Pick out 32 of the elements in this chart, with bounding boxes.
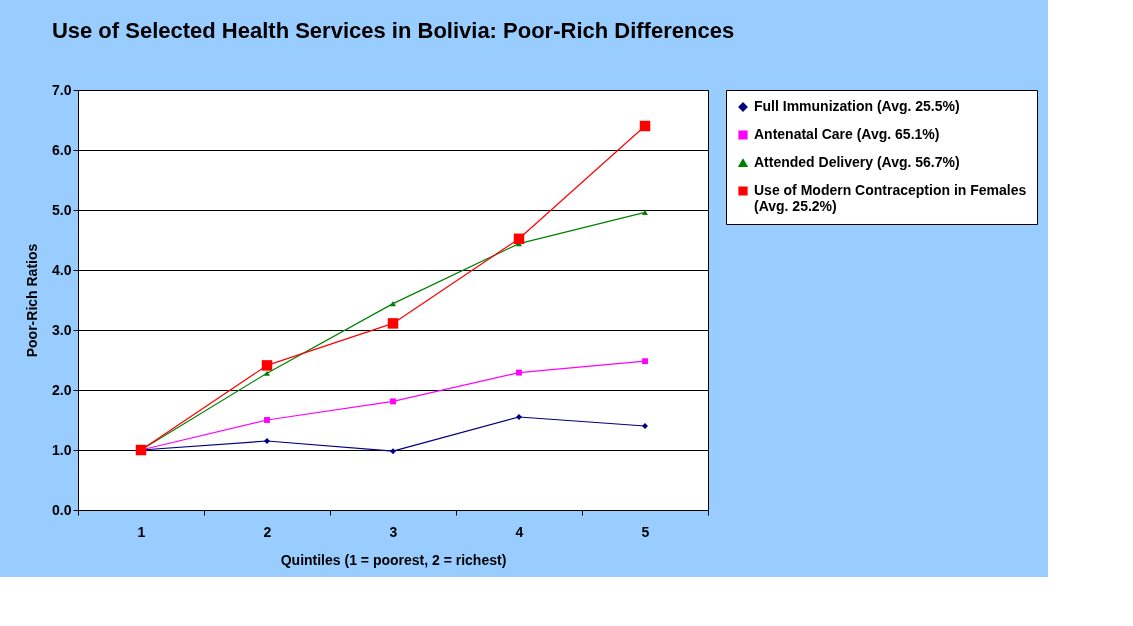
- y-tick-label: 5.0: [52, 201, 72, 218]
- point: [639, 120, 651, 132]
- point: [264, 417, 270, 423]
- point: [390, 398, 396, 405]
- point: [261, 360, 273, 371]
- legend-label: Full Immunization (Avg. 25.5%): [754, 98, 960, 114]
- x-tick-label: 1: [137, 523, 146, 540]
- y-tick-label: 6.0: [52, 141, 72, 158]
- point: [390, 448, 396, 455]
- x-axis-title: Quintiles (1 = poorest, 2 = richest): [280, 551, 507, 568]
- y-tick-label: 0.0: [52, 501, 72, 518]
- y-tick-label: 2.0: [52, 381, 72, 398]
- point: [642, 358, 648, 365]
- legend-label: Antenatal Care (Avg. 65.1%): [754, 126, 940, 142]
- point: [513, 233, 525, 245]
- chart-title: Use of Selected Health Services in Bolivia: Poor-Rich Differences: [51, 18, 735, 43]
- x-tick-label: 4: [515, 523, 524, 540]
- y-tick-label: 7.0: [52, 81, 72, 98]
- point: [642, 209, 648, 215]
- y-tick-label: 1.0: [52, 441, 72, 458]
- x-tick-label: 3: [389, 523, 398, 540]
- point: [390, 301, 396, 307]
- x-tick-label: 5: [641, 523, 650, 540]
- legend-label: Use of Modern Contraception in Females (Avg. 25.2%): [754, 182, 1027, 214]
- point: [264, 370, 270, 376]
- point: [516, 369, 522, 376]
- legend-label: Attended Delivery (Avg. 56.7%): [754, 154, 960, 170]
- y-axis-title: Poor-Rich Ratios: [24, 243, 41, 358]
- point: [387, 318, 399, 329]
- y-tick-label: 3.0: [52, 321, 72, 338]
- y-tick-label: 4.0: [52, 261, 72, 278]
- x-tick-label: 2: [263, 523, 272, 540]
